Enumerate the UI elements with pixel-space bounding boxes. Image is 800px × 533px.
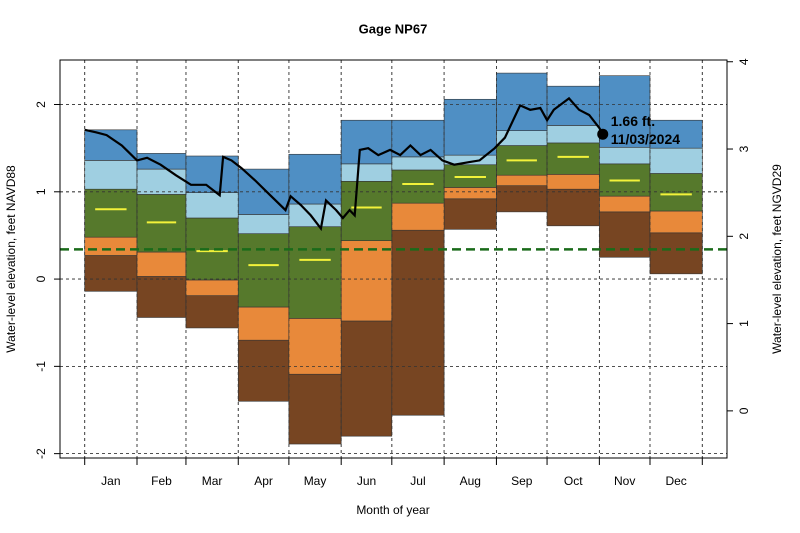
percentile-band bbox=[546, 85, 600, 126]
y-tick-label: -2 bbox=[34, 448, 48, 459]
percentile-band bbox=[185, 279, 239, 296]
percentile-band bbox=[546, 188, 600, 227]
percentile-band bbox=[185, 192, 239, 219]
percentile-band bbox=[599, 146, 651, 165]
x-tick-label: Sep bbox=[511, 474, 533, 488]
x-tick-label: Jun bbox=[357, 474, 376, 488]
percentile-band bbox=[136, 168, 187, 195]
percentile-band bbox=[237, 168, 290, 215]
date-label: 11/03/2024 bbox=[611, 131, 681, 147]
percentile-band bbox=[649, 210, 703, 234]
percentile-band bbox=[546, 174, 600, 190]
percentile-band bbox=[136, 251, 187, 277]
x-tick-label: May bbox=[304, 474, 327, 488]
percentile-band bbox=[391, 229, 445, 416]
percentile-band bbox=[546, 125, 600, 144]
percentile-band bbox=[496, 72, 548, 131]
percentile-band bbox=[496, 174, 548, 186]
y2-tick-label: 1 bbox=[737, 320, 751, 327]
x-tick-label: Jan bbox=[101, 474, 120, 488]
percentile-band bbox=[443, 98, 497, 156]
percentile-band bbox=[391, 119, 445, 158]
percentile-band bbox=[649, 147, 703, 174]
value-label: 1.66 ft. bbox=[611, 113, 655, 129]
percentile-band bbox=[443, 187, 497, 200]
percentile-band bbox=[391, 202, 445, 231]
y2-axis-label: Water-level elevation, feet NGVD29 bbox=[770, 164, 784, 354]
plot-frame bbox=[59, 59, 728, 459]
percentile-band bbox=[136, 276, 187, 318]
x-tick-label: Dec bbox=[665, 474, 686, 488]
y-tick-label: -1 bbox=[34, 361, 48, 372]
percentile-band bbox=[599, 195, 651, 213]
percentile-band bbox=[237, 339, 290, 402]
x-axis-label: Month of year bbox=[356, 503, 429, 517]
y-tick-label: 2 bbox=[34, 101, 48, 108]
last-point bbox=[597, 128, 609, 140]
percentile-band bbox=[340, 119, 393, 165]
percentile-band bbox=[391, 156, 445, 171]
percentile-band bbox=[84, 160, 138, 190]
percentile-band bbox=[237, 214, 290, 234]
x-tick-label: Apr bbox=[254, 474, 273, 488]
y-axis-label: Water-level elevation, feet NAVD88 bbox=[4, 165, 18, 353]
percentile-band bbox=[649, 119, 703, 149]
percentile-band bbox=[391, 169, 445, 204]
percentile-band bbox=[288, 153, 342, 205]
percentile-band bbox=[237, 306, 290, 341]
percentile-band bbox=[288, 318, 342, 375]
percentile-band bbox=[288, 226, 342, 319]
percentile-band bbox=[84, 255, 138, 292]
percentile-band bbox=[136, 153, 187, 170]
x-tick-label: Aug bbox=[460, 474, 481, 488]
percentile-band bbox=[237, 233, 290, 308]
y2-tick-label: 4 bbox=[737, 58, 751, 65]
percentile-band bbox=[649, 232, 703, 275]
y2-tick-label: 2 bbox=[737, 233, 751, 240]
percentile-band bbox=[84, 188, 138, 238]
x-tick-label: Nov bbox=[614, 474, 635, 488]
percentile-band bbox=[340, 320, 393, 437]
observed-line bbox=[84, 96, 604, 232]
x-tick-label: Mar bbox=[202, 474, 223, 488]
percentile-band bbox=[84, 236, 138, 256]
percentile-band bbox=[185, 295, 239, 329]
percentile-band bbox=[84, 129, 138, 161]
percentile-band bbox=[288, 373, 342, 445]
chart-title: Gage NP67 bbox=[359, 21, 428, 36]
y-tick-label: 0 bbox=[34, 275, 48, 282]
percentile-band bbox=[340, 240, 393, 322]
y-tick-label: 1 bbox=[34, 188, 48, 195]
y2-tick-label: 3 bbox=[737, 145, 751, 152]
y2-tick-label: 0 bbox=[737, 407, 751, 414]
percentile-band bbox=[443, 198, 497, 230]
x-tick-label: Jul bbox=[410, 474, 425, 488]
percentile-band bbox=[185, 155, 239, 193]
percentile-band bbox=[496, 185, 548, 213]
x-tick-label: Oct bbox=[564, 474, 583, 488]
percentile-band bbox=[546, 142, 600, 175]
percentile-band bbox=[340, 163, 393, 182]
percentile-band bbox=[649, 173, 703, 212]
x-tick-label: Feb bbox=[151, 474, 172, 488]
